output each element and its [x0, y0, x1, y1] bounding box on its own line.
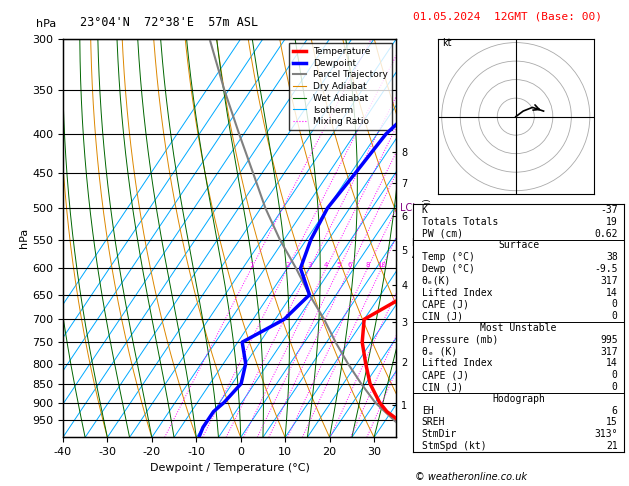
Text: Hodograph: Hodograph [492, 394, 545, 404]
Text: Dewp (°C): Dewp (°C) [421, 264, 474, 274]
Text: SREH: SREH [421, 417, 445, 428]
Text: StmDir: StmDir [421, 429, 457, 439]
Text: 14: 14 [606, 288, 618, 297]
Text: 15: 15 [606, 417, 618, 428]
Text: Lifted Index: Lifted Index [421, 288, 492, 297]
Text: Surface: Surface [498, 241, 539, 250]
Text: Temp (°C): Temp (°C) [421, 252, 474, 262]
Text: 317: 317 [600, 276, 618, 286]
Text: Most Unstable: Most Unstable [481, 323, 557, 333]
Text: -9.5: -9.5 [594, 264, 618, 274]
Text: LCL: LCL [399, 203, 418, 213]
Text: 01.05.2024  12GMT (Base: 00): 01.05.2024 12GMT (Base: 00) [413, 12, 602, 22]
Text: 6: 6 [348, 262, 352, 268]
Text: CAPE (J): CAPE (J) [421, 299, 469, 310]
X-axis label: Dewpoint / Temperature (°C): Dewpoint / Temperature (°C) [150, 463, 309, 473]
Text: EH: EH [421, 406, 433, 416]
Text: 0: 0 [612, 382, 618, 392]
Text: 14: 14 [606, 359, 618, 368]
Text: PW (cm): PW (cm) [421, 228, 463, 239]
Text: StmSpd (kt): StmSpd (kt) [421, 441, 486, 451]
Text: 3: 3 [308, 262, 312, 268]
Text: 317: 317 [600, 347, 618, 357]
Text: Mixing Ratio (g/kg): Mixing Ratio (g/kg) [423, 198, 432, 278]
Text: θₑ (K): θₑ (K) [421, 347, 457, 357]
Text: 8: 8 [365, 262, 370, 268]
Text: 6: 6 [612, 406, 618, 416]
Text: 1: 1 [249, 262, 253, 268]
Text: © weatheronline.co.uk: © weatheronline.co.uk [415, 472, 527, 482]
Text: Lifted Index: Lifted Index [421, 359, 492, 368]
Text: K: K [421, 205, 428, 215]
Text: θₑ(K): θₑ(K) [421, 276, 451, 286]
Text: -37: -37 [600, 205, 618, 215]
Text: 10: 10 [377, 262, 386, 268]
Text: 0: 0 [612, 299, 618, 310]
Text: 5: 5 [337, 262, 342, 268]
Y-axis label: hPa: hPa [19, 228, 30, 248]
Text: 23°04'N  72°38'E  57m ASL: 23°04'N 72°38'E 57m ASL [80, 16, 258, 29]
Text: Pressure (mb): Pressure (mb) [421, 335, 498, 345]
Text: Totals Totals: Totals Totals [421, 217, 498, 227]
Text: 21: 21 [606, 441, 618, 451]
Text: 19: 19 [606, 217, 618, 227]
Text: CIN (J): CIN (J) [421, 311, 463, 321]
Text: CIN (J): CIN (J) [421, 382, 463, 392]
Text: 0: 0 [612, 311, 618, 321]
Text: kt: kt [442, 38, 451, 48]
Text: 38: 38 [606, 252, 618, 262]
Text: 4: 4 [324, 262, 328, 268]
Text: 995: 995 [600, 335, 618, 345]
Legend: Temperature, Dewpoint, Parcel Trajectory, Dry Adiabat, Wet Adiabat, Isotherm, Mi: Temperature, Dewpoint, Parcel Trajectory… [289, 43, 392, 130]
Text: 313°: 313° [594, 429, 618, 439]
Text: 0: 0 [612, 370, 618, 380]
Text: 2: 2 [285, 262, 289, 268]
Text: hPa: hPa [36, 19, 57, 29]
Y-axis label: km
ASL: km ASL [411, 238, 430, 260]
Text: CAPE (J): CAPE (J) [421, 370, 469, 380]
Text: 0.62: 0.62 [594, 228, 618, 239]
